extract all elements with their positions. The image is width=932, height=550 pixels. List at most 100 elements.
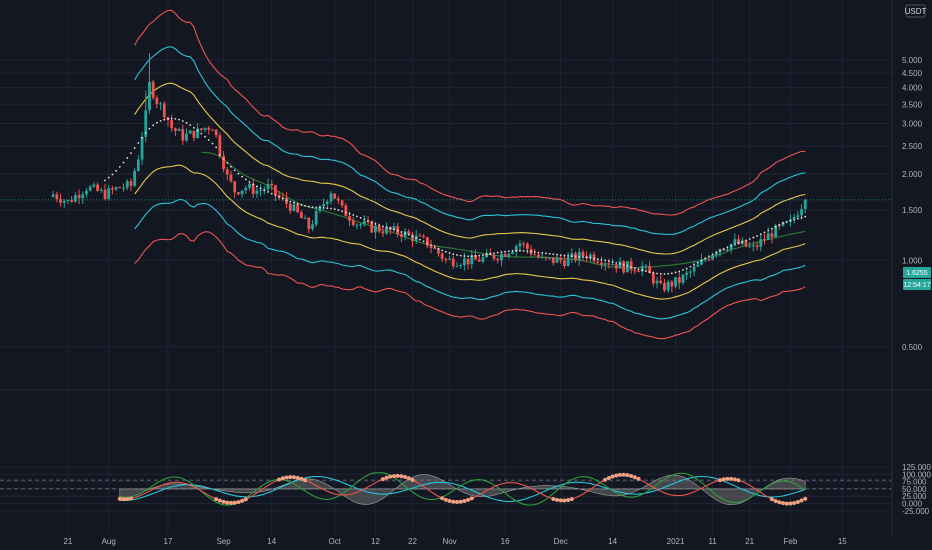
trail-dot	[241, 175, 243, 178]
trail-dot	[782, 222, 784, 224]
trail-dot	[244, 178, 247, 181]
trail-dot	[167, 117, 169, 120]
price-badge-bg	[903, 267, 931, 278]
trail-dot	[637, 268, 640, 271]
candle-body	[770, 233, 774, 238]
trail-dot	[563, 254, 566, 257]
trail-dot	[115, 169, 118, 172]
osc-signal-dot	[606, 475, 611, 480]
candle-body	[563, 260, 566, 266]
trail-dot	[352, 214, 355, 216]
candle-body	[792, 217, 796, 220]
candle-body	[88, 186, 92, 191]
time-tick: 15	[838, 537, 847, 546]
trail-dot	[278, 196, 281, 198]
osc-signal-dot	[469, 496, 474, 501]
trail-dot	[226, 162, 229, 164]
trail-dot	[730, 244, 733, 247]
osc-signal-dot	[729, 476, 734, 481]
candle-body	[322, 204, 325, 207]
trail-dot	[574, 255, 577, 258]
osc-signal-dot	[280, 476, 285, 481]
osc-signal-dot	[792, 500, 797, 505]
candle-body	[588, 254, 592, 259]
trail-dot	[645, 270, 647, 273]
candle-body	[51, 194, 55, 197]
candle-body	[96, 184, 99, 191]
time-axis[interactable]: 21 Aug 17 Sep 14 Oct 12 22 Nov 16 Dec 14 2021 11 21 Feb…	[63, 537, 847, 546]
trail-dot	[771, 227, 773, 230]
time-tick: 2021	[667, 537, 685, 546]
trail-dot	[552, 253, 555, 256]
osc-signal-dot	[240, 498, 245, 503]
trail-dot	[393, 228, 395, 231]
candle-body	[318, 206, 322, 212]
trail-dot	[285, 199, 288, 202]
candle-body	[181, 129, 185, 141]
candle-body	[155, 97, 159, 104]
trail-dot	[548, 252, 551, 255]
trail-dot	[759, 233, 762, 236]
candle-body	[296, 204, 300, 213]
candle-body	[466, 258, 470, 265]
trail-dot	[218, 154, 221, 156]
time-tick: 14	[267, 537, 276, 546]
trail-dot	[233, 169, 236, 172]
candles[interactable]	[51, 53, 807, 293]
trail-dot	[133, 147, 136, 149]
candle-body	[400, 233, 403, 237]
candle-body	[659, 280, 663, 284]
candle-body	[103, 189, 107, 200]
osc-signal-dot	[636, 476, 641, 481]
price-tick: 4.500	[902, 69, 923, 78]
candle-body	[229, 174, 233, 182]
trail-dot	[667, 272, 670, 275]
trail-dot	[137, 142, 140, 144]
candle-body	[777, 225, 781, 227]
trail-dot	[419, 238, 421, 241]
candle-body	[744, 240, 748, 247]
osc-tick: 0.000	[902, 500, 923, 509]
osc-signal-dot	[451, 499, 456, 504]
candle-body	[496, 258, 500, 261]
trail-dot	[722, 248, 725, 250]
trail-dot	[778, 223, 781, 226]
candle-body	[481, 257, 485, 262]
candle-body	[459, 265, 463, 267]
unit-box[interactable]: USDT	[905, 4, 927, 18]
candle-body	[199, 128, 203, 130]
trail-dot	[170, 117, 173, 120]
trail-dot	[330, 207, 332, 210]
price-axis[interactable]: 5.000 4.500 4.000 3.500 3.000 2.500 2.000 1.500…	[902, 56, 931, 516]
time-tick: Oct	[328, 537, 341, 546]
time-tick: 21	[63, 537, 72, 546]
trail-dot	[270, 192, 273, 195]
candle-body	[759, 239, 763, 247]
trail-dot	[359, 216, 362, 219]
trail-dot	[752, 236, 755, 239]
trail-dot	[615, 261, 618, 264]
osc-signal-dot	[384, 475, 389, 480]
trail-dot	[185, 121, 188, 124]
candle-body	[603, 263, 607, 265]
candle-body	[81, 194, 85, 198]
osc-signal-dot	[732, 477, 737, 482]
candle-body	[136, 159, 140, 171]
trail-dot	[652, 272, 655, 274]
trail-dot	[407, 233, 410, 236]
trail-dot	[230, 165, 232, 168]
candle-body	[570, 253, 574, 258]
trail-dot	[756, 235, 758, 237]
osc-signal-dot	[625, 473, 630, 478]
trail-dot	[341, 210, 344, 213]
trail-dot	[248, 181, 251, 183]
candle-body	[437, 248, 440, 254]
osc-signal-dot	[295, 475, 300, 480]
trail-dot	[296, 203, 299, 205]
oscillator-pane	[0, 472, 892, 506]
trail-dot	[619, 262, 621, 265]
candle-body	[637, 271, 640, 273]
candle-body	[73, 195, 77, 202]
trail-dot	[385, 226, 388, 229]
